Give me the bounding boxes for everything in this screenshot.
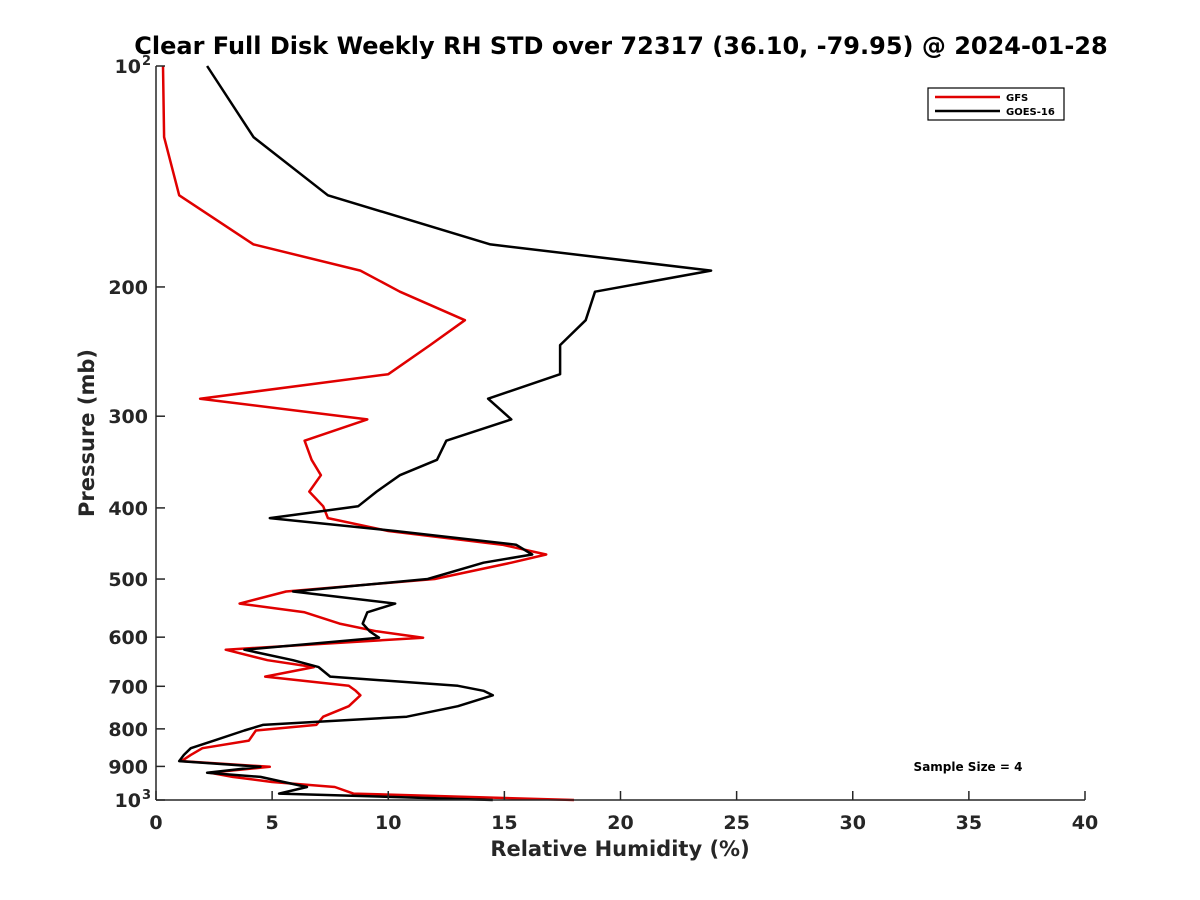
y-tick-label: 500 [108, 569, 148, 591]
y-tick-label: 800 [108, 719, 148, 741]
y-tick-label: 700 [108, 676, 148, 698]
x-ticks: 0 5 10 15 20 25 30 35 40 [149, 791, 1098, 834]
y-tick-label: 400 [108, 498, 148, 520]
x-tick-label: 20 [607, 812, 633, 834]
x-axis-label: Relative Humidity (%) [490, 837, 749, 861]
y-tick-label: 900 [108, 756, 148, 778]
y-tick-label: 300 [108, 406, 148, 428]
y-tick-label: 600 [108, 627, 148, 649]
x-tick-label: 0 [149, 812, 162, 834]
legend-label-gfs: GFS [1006, 93, 1028, 104]
legend-label-goes16: GOES-16 [1006, 107, 1055, 118]
plot-background [156, 66, 1085, 800]
x-tick-label: 35 [956, 812, 982, 834]
x-tick-label: 15 [491, 812, 517, 834]
y-tick-label: 10 [115, 790, 141, 812]
y-tick-exponent: 3 [142, 788, 151, 803]
series-line-goes-16 [177, 65, 713, 802]
x-tick-label: 5 [266, 812, 279, 834]
legend: GFS GOES-16 [927, 87, 1065, 121]
plot-area [156, 66, 1085, 800]
y-tick-exponent: 2 [142, 54, 151, 69]
sample-size-annotation: Sample Size = 4 [914, 760, 1023, 774]
x-tick-label: 25 [723, 812, 749, 834]
y-axis-label: Pressure (mb) [75, 349, 99, 517]
series-line-gfs [161, 65, 575, 802]
x-tick-label: 40 [1072, 812, 1098, 834]
legend-box [927, 87, 1065, 121]
x-tick-label: 30 [840, 812, 866, 834]
y-tick-label: 200 [108, 277, 148, 299]
series-layer [161, 65, 713, 802]
x-tick-label: 10 [375, 812, 401, 834]
y-tick-label: 10 [115, 56, 141, 78]
chart-title: Clear Full Disk Weekly RH STD over 72317… [134, 32, 1107, 60]
